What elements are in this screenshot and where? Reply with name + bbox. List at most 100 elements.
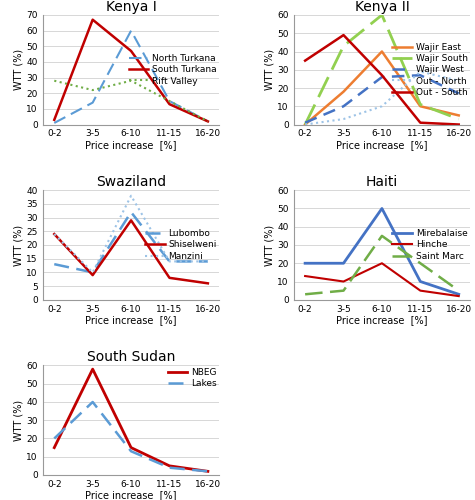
Hinche: [341, 278, 346, 284]
Y-axis label: WTT (%): WTT (%): [14, 400, 24, 441]
Wajir South: [418, 102, 423, 107]
Y-axis label: WTT (%): WTT (%): [14, 49, 24, 90]
Hinche: [418, 288, 423, 294]
Title: Haiti: Haiti: [366, 175, 398, 189]
Wajir West: [418, 72, 423, 78]
North Turkana: [90, 100, 95, 105]
Rift Valley: [128, 78, 134, 84]
Line: Mirebalaise: Mirebalaise: [305, 208, 459, 294]
Legend: Lubombo, Shiselweni, Manzini: Lubombo, Shiselweni, Manzini: [144, 228, 218, 262]
Shiselweni: [128, 218, 134, 224]
Manzini: [167, 258, 172, 264]
Hinche: [456, 293, 462, 299]
Line: Wajir South: Wajir South: [305, 15, 459, 124]
Mirebalaise: [456, 292, 462, 298]
Legend: Mirebalaise, Hinche, Saint Marc: Mirebalaise, Hinche, Saint Marc: [391, 228, 468, 262]
NBEG: [51, 444, 57, 450]
South Turkana: [128, 48, 134, 54]
NBEG: [90, 366, 95, 372]
X-axis label: Price increase  [%]: Price increase [%]: [86, 490, 177, 500]
Manzini: [205, 258, 211, 264]
Out - South: [341, 32, 346, 38]
Title: Swaziland: Swaziland: [96, 175, 166, 189]
North Turkana: [205, 118, 211, 124]
Rift Valley: [167, 98, 172, 104]
South Turkana: [90, 16, 95, 22]
Lubombo: [167, 258, 172, 264]
Legend: Wajir East, Wajir South, Wajir West, Out - North, Out - South: Wajir East, Wajir South, Wajir West, Out…: [391, 42, 468, 98]
Rift Valley: [90, 87, 95, 93]
Out - South: [456, 122, 462, 128]
Saint Marc: [379, 233, 385, 239]
Line: Wajir West: Wajir West: [305, 75, 459, 122]
Hinche: [302, 273, 308, 279]
Mirebalaise: [302, 260, 308, 266]
Lakes: [205, 468, 211, 474]
Out - North: [379, 104, 385, 110]
Saint Marc: [456, 288, 462, 294]
North Turkana: [167, 98, 172, 104]
X-axis label: Price increase  [%]: Price increase [%]: [86, 315, 177, 325]
X-axis label: Price increase  [%]: Price increase [%]: [86, 140, 177, 150]
Line: Lakes: Lakes: [54, 402, 208, 471]
Wajir East: [302, 122, 308, 128]
NBEG: [205, 468, 211, 474]
Y-axis label: WTT (%): WTT (%): [265, 49, 275, 90]
Lubombo: [51, 261, 57, 267]
Out - South: [302, 58, 308, 64]
Line: Saint Marc: Saint Marc: [305, 236, 459, 294]
X-axis label: Price increase  [%]: Price increase [%]: [336, 315, 428, 325]
Wajir West: [379, 74, 385, 80]
Lubombo: [205, 258, 211, 264]
Wajir East: [456, 112, 462, 118]
Wajir West: [456, 90, 462, 96]
Line: Out - North: Out - North: [305, 72, 459, 124]
Manzini: [90, 270, 95, 276]
Hinche: [379, 260, 385, 266]
Wajir West: [341, 104, 346, 110]
Wajir South: [302, 122, 308, 128]
Saint Marc: [302, 292, 308, 298]
Title: Kenya I: Kenya I: [106, 0, 156, 14]
NBEG: [128, 444, 134, 450]
Line: Lubombo: Lubombo: [54, 212, 208, 272]
Shiselweni: [167, 275, 172, 281]
Line: Manzini: Manzini: [54, 196, 208, 272]
Lubombo: [90, 270, 95, 276]
Line: Shiselweni: Shiselweni: [54, 220, 208, 284]
Lakes: [128, 448, 134, 454]
Line: North Turkana: North Turkana: [54, 30, 208, 123]
Lakes: [90, 399, 95, 405]
South Turkana: [205, 118, 211, 124]
Mirebalaise: [418, 278, 423, 284]
Line: NBEG: NBEG: [54, 369, 208, 472]
Legend: NBEG, Lakes: NBEG, Lakes: [167, 368, 218, 390]
Manzini: [128, 192, 134, 198]
Shiselweni: [51, 231, 57, 237]
South Turkana: [167, 101, 172, 107]
Mirebalaise: [379, 206, 385, 212]
Rift Valley: [51, 78, 57, 84]
Out - North: [302, 122, 308, 128]
Wajir South: [456, 116, 462, 122]
Line: Wajir East: Wajir East: [305, 52, 459, 125]
Saint Marc: [418, 260, 423, 266]
Rift Valley: [205, 118, 211, 124]
Wajir South: [379, 12, 385, 18]
Y-axis label: WTT (%): WTT (%): [265, 224, 275, 266]
Wajir East: [341, 88, 346, 94]
Title: Kenya II: Kenya II: [354, 0, 409, 14]
X-axis label: Price increase  [%]: Price increase [%]: [336, 140, 428, 150]
Mirebalaise: [341, 260, 346, 266]
Manzini: [51, 231, 57, 237]
Line: Out - South: Out - South: [305, 35, 459, 124]
Wajir West: [302, 120, 308, 126]
Saint Marc: [341, 288, 346, 294]
Out - North: [341, 116, 346, 122]
Y-axis label: WTT (%): WTT (%): [14, 224, 24, 266]
Out - North: [456, 78, 462, 84]
Title: South Sudan: South Sudan: [87, 350, 175, 364]
North Turkana: [51, 120, 57, 126]
Legend: North Turkana, South Turkana, Rift Valley: North Turkana, South Turkana, Rift Valle…: [128, 53, 218, 86]
Out - South: [379, 72, 385, 78]
